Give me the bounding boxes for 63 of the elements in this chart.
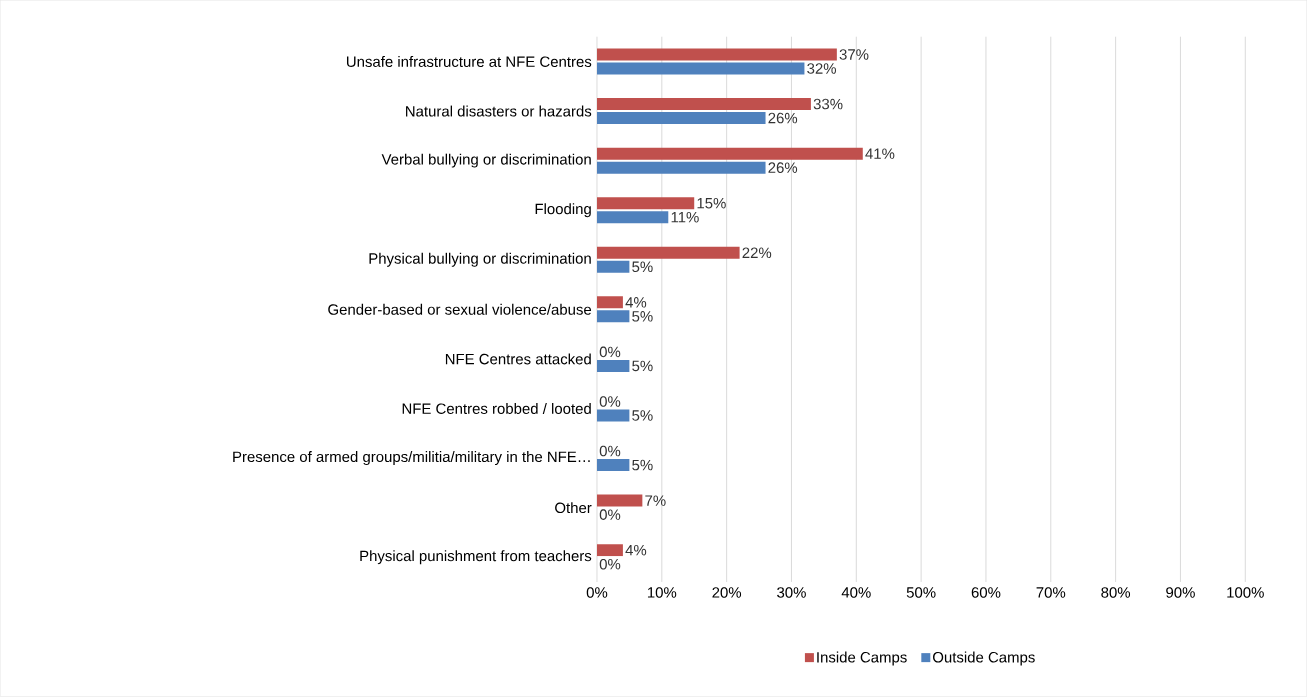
x-tick-label: 30%	[777, 587, 806, 598]
bar	[596, 161, 766, 174]
data-label: 7%	[645, 495, 666, 506]
bar	[596, 360, 630, 373]
y-tick-label: Unsafe infrastructure at NFE Centres	[347, 56, 592, 68]
data-label: 5%	[632, 261, 653, 273]
bar	[596, 112, 766, 125]
y-tick-label: Presence of armed groups/militia/military in the NFE…	[233, 451, 590, 466]
y-tick-label: NFE Centres robbed / looted	[402, 403, 591, 415]
bar	[596, 310, 630, 323]
y-tick-label: Natural disasters or hazards	[406, 105, 592, 117]
data-label: 0%	[599, 445, 621, 457]
x-tick-label: 90%	[1166, 587, 1195, 598]
y-tick-label: Flooding	[535, 203, 591, 218]
data-label: 5%	[632, 459, 653, 471]
x-tick-label: 40%	[841, 587, 871, 598]
data-label: 26%	[768, 162, 798, 174]
y-tick-label: Other	[555, 502, 592, 514]
y-tick-label: Physical bullying or discrimination	[369, 252, 591, 267]
data-label: 41%	[865, 148, 895, 160]
data-label: 5%	[632, 410, 653, 421]
data-label: 0%	[599, 559, 621, 570]
bar	[596, 459, 630, 472]
bar	[596, 296, 623, 309]
x-tick-label: 20%	[712, 587, 742, 598]
data-label: 15%	[697, 198, 726, 209]
bar	[596, 260, 630, 273]
data-label: 26%	[768, 112, 798, 124]
data-label: 11%	[671, 212, 699, 223]
x-tick-label: 0%	[586, 587, 608, 598]
data-label: 0%	[599, 396, 621, 407]
bar	[596, 544, 623, 557]
bar	[596, 98, 811, 111]
data-label: 5%	[632, 311, 653, 322]
bar	[596, 211, 669, 224]
data-label: 4%	[625, 545, 647, 556]
bar	[596, 48, 837, 61]
bar	[596, 494, 643, 507]
bar	[596, 62, 805, 75]
x-tick-label: 100%	[1227, 587, 1264, 598]
bar	[596, 246, 740, 259]
bar	[596, 147, 863, 160]
x-tick-label: 10%	[647, 587, 677, 598]
bar	[596, 197, 695, 210]
x-tick-label: 50%	[906, 587, 936, 598]
data-label: 33%	[813, 98, 843, 110]
legend-label: Inside Camps	[817, 651, 907, 666]
data-label: 37%	[839, 49, 869, 60]
y-tick-label: Physical punishment from teachers	[360, 550, 592, 565]
bar	[596, 409, 630, 422]
y-tick-label: Gender-based or sexual violence/abuse	[328, 304, 592, 315]
data-label: 5%	[632, 360, 653, 372]
data-label: 32%	[807, 63, 837, 74]
legend-label: Outside Camps	[933, 651, 1035, 666]
data-label: 4%	[625, 297, 647, 308]
y-tick-label: Verbal bullying or discrimination	[381, 153, 591, 168]
data-label: 22%	[742, 247, 772, 259]
x-tick-label: 80%	[1101, 587, 1131, 598]
y-tick-label: NFE Centres attacked	[445, 353, 591, 365]
data-label: 0%	[599, 346, 621, 358]
x-tick-label: 60%	[971, 587, 1001, 598]
x-tick-label: 70%	[1036, 587, 1066, 598]
data-label: 0%	[599, 509, 621, 521]
